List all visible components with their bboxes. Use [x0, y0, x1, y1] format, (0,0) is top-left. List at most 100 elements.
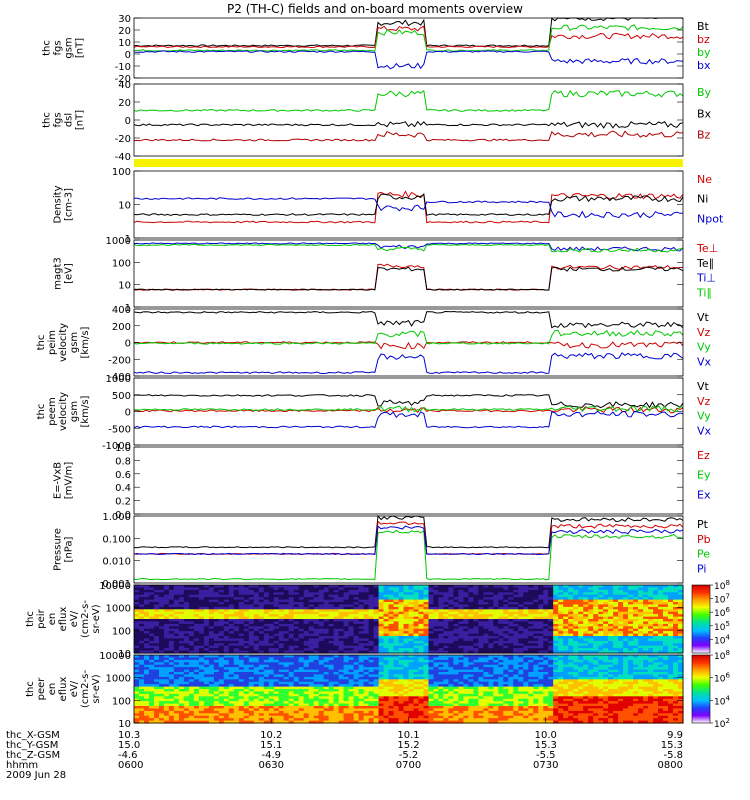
spectrogram-cell [358, 619, 365, 622]
spectrogram-cell [398, 623, 405, 627]
spectrogram-cell [203, 597, 210, 601]
spectrogram-cell [308, 636, 315, 639]
spectrogram-cell [413, 602, 420, 605]
spectrogram-cell [173, 659, 180, 663]
spectrogram-cell [188, 626, 195, 630]
spectrogram-cell [388, 611, 395, 615]
spectrogram-cell [383, 662, 390, 666]
spectrogram-cell [318, 589, 325, 593]
spectrogram-cell [528, 587, 534, 591]
spectrogram-cell [673, 606, 679, 610]
spectrogram-cell [218, 609, 225, 613]
spectrogram-cell [208, 698, 215, 702]
spectrogram-cell [413, 664, 420, 668]
spectrogram-cell [338, 626, 345, 630]
spectrogram-cell [663, 587, 669, 591]
spectrogram-cell [154, 681, 160, 685]
spectrogram-cell [438, 592, 444, 596]
spectrogram-cell [343, 693, 350, 697]
spectrogram-cell [568, 621, 574, 625]
spectrogram-cell [228, 684, 235, 688]
spectrogram-cell [353, 638, 360, 642]
spectrogram-cell [513, 599, 519, 603]
spectrogram-cell [163, 631, 170, 635]
spectrogram-cell [628, 638, 634, 642]
spectrogram-cell [188, 715, 195, 719]
spectrogram-cell [483, 638, 489, 642]
spectrogram-cell [248, 672, 255, 675]
spectrogram-cell [398, 691, 405, 695]
spectrogram-cell [208, 703, 215, 707]
spectrogram-cell [168, 602, 175, 605]
spectrogram-cell [648, 636, 654, 639]
spectrogram-cell [303, 676, 310, 680]
spectrogram-cell [178, 701, 185, 705]
spectrogram-cell [243, 597, 250, 601]
spectrogram-cell [378, 689, 385, 692]
spectrogram-cell [623, 609, 629, 613]
spectrogram-cell [303, 701, 310, 705]
spectrogram-cell [288, 602, 295, 605]
spectrogram-cell [398, 679, 405, 683]
spectrogram-cell [388, 614, 395, 618]
spectrogram-cell [468, 631, 474, 635]
spectrogram-cell [618, 621, 624, 625]
spectrogram-cell [198, 606, 205, 610]
spectrogram-cell [533, 614, 539, 618]
spectrogram-cell [363, 631, 370, 635]
spectrogram-cell [308, 708, 315, 712]
spectrogram-cell [134, 623, 140, 627]
spectrogram-cell [553, 648, 559, 652]
spectrogram-cell [258, 667, 265, 671]
spectrogram-cell [183, 681, 190, 685]
spectrogram-cell [298, 684, 305, 688]
spectrogram-cell [298, 703, 305, 707]
spectrogram-cell [613, 602, 619, 605]
spectrogram-cell [293, 706, 300, 709]
spectrogram-cell [663, 626, 669, 630]
spectrogram-cell [268, 676, 275, 680]
spectrogram-cell [163, 701, 170, 705]
spectrogram-cell [528, 638, 534, 642]
spectrogram-cell [283, 720, 290, 724]
spectrogram-cell [403, 706, 410, 709]
spectrogram-cell [393, 619, 400, 622]
spectrogram-cell [154, 587, 160, 591]
spectrogram-cell [203, 594, 210, 598]
spectrogram-cell [663, 604, 669, 608]
spectrogram-cell [263, 718, 270, 722]
spectrogram-cell [648, 589, 654, 593]
spectrogram-cell [563, 602, 569, 605]
spectrogram-cell [208, 679, 215, 683]
spectrogram-cell [658, 628, 664, 632]
spectrogram-cell [523, 614, 529, 618]
spectrogram-cell [149, 594, 155, 598]
spectrogram-cell [348, 599, 355, 603]
spectrogram-cell [533, 631, 539, 635]
spectrogram-cell [368, 636, 375, 639]
spectrogram-cell [468, 614, 474, 618]
spectrogram-cell [159, 585, 165, 588]
spectrogram-cell [443, 597, 449, 601]
spectrogram-cell [318, 691, 325, 695]
spectrogram-cell [578, 638, 584, 642]
spectrogram-cell [228, 621, 235, 625]
spectrogram-cell [373, 599, 380, 603]
spectrogram-cell [558, 638, 564, 642]
spectrogram-cell [288, 592, 295, 596]
spectrogram-cell [613, 643, 619, 647]
spectrogram-cell [178, 672, 185, 675]
spectrogram-cell [348, 706, 355, 709]
spectrogram-cell [263, 679, 270, 683]
spectrogram-cell [553, 589, 559, 593]
spectrogram-cell [468, 650, 474, 654]
spectrogram-cell [608, 599, 614, 603]
spectrogram-cell [323, 659, 330, 663]
spectrogram-cell [233, 718, 240, 722]
spectrogram-cell [278, 703, 285, 707]
spectrogram-cell [328, 718, 335, 722]
spectrogram-cell [668, 648, 674, 652]
spectrogram-cell [178, 589, 185, 593]
spectrogram-cell [398, 587, 405, 591]
spectrogram-cell [458, 623, 464, 627]
